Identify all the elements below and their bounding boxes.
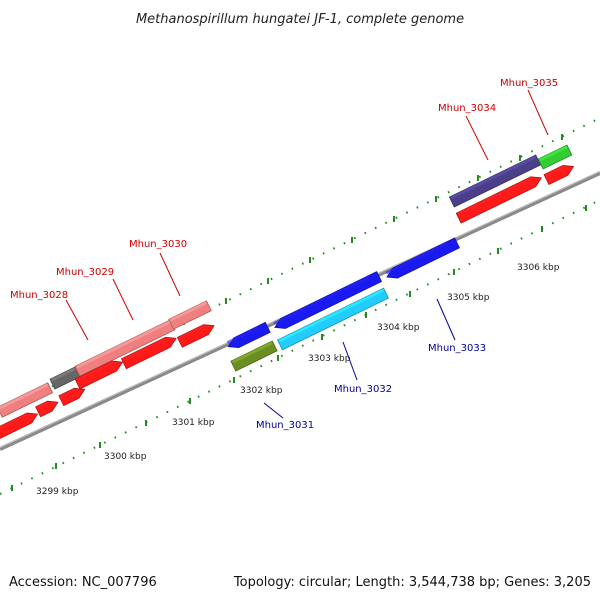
features — [0, 144, 576, 442]
feature-mhun-3030[interactable] — [168, 300, 212, 330]
leader-line — [465, 115, 489, 161]
scale-label: 3306 kbp — [517, 263, 560, 273]
feature-mhun-3035[interactable] — [537, 144, 573, 170]
feature-cds[interactable] — [176, 321, 217, 348]
feature-mhun-3034-cds[interactable] — [455, 173, 544, 224]
gene-label[interactable]: Mhun_3032 — [334, 384, 392, 395]
feature-cds[interactable] — [120, 333, 179, 370]
leader-line — [263, 402, 284, 419]
gene-labels: Mhun_3028 Mhun_3029 Mhun_3030 Mhun_3031 … — [10, 78, 558, 431]
scale-labels: 3299 kbp 3300 kbp 3301 kbp 3302 kbp 3303… — [36, 263, 560, 497]
gene-label[interactable]: Mhun_3029 — [56, 267, 114, 278]
scale-label: 3302 kbp — [240, 386, 283, 396]
lower-tick-track — [0, 199, 600, 495]
feature-mhun-3027-cds[interactable] — [0, 409, 40, 442]
gene-label[interactable]: Mhun_3030 — [129, 239, 187, 250]
scale-label: 3301 kbp — [172, 418, 215, 428]
feature-mhun-3032[interactable] — [277, 287, 389, 351]
feature-mhun-3032-cds[interactable] — [272, 271, 383, 333]
scale-label: 3299 kbp — [36, 487, 79, 497]
accession-text: Accession: NC_007796 — [9, 575, 157, 590]
gene-label[interactable]: Mhun_3034 — [438, 103, 496, 114]
scale-label: 3300 kbp — [104, 452, 147, 462]
genome-summary-text: Topology: circular; Length: 3,544,738 bp… — [233, 575, 591, 590]
feature-mhun-3027[interactable] — [0, 382, 54, 418]
gene-label[interactable]: Mhun_3035 — [500, 78, 558, 89]
gene-label[interactable]: Mhun_3033 — [428, 343, 486, 354]
feature-mhun-3031-gene[interactable] — [230, 340, 278, 372]
feature-mhun-3029[interactable] — [74, 319, 176, 377]
scale-label: 3305 kbp — [447, 293, 490, 303]
feature-mhun-3031[interactable] — [226, 321, 271, 351]
leader-line — [436, 298, 456, 341]
feature-cds[interactable] — [35, 397, 61, 418]
feature-cds[interactable] — [58, 384, 87, 407]
leader-line — [112, 278, 134, 321]
gene-label[interactable]: Mhun_3031 — [256, 420, 314, 431]
leader-line — [65, 299, 89, 341]
scale-label: 3303 kbp — [308, 354, 351, 364]
leader-lines — [65, 89, 549, 419]
leader-line — [527, 89, 549, 136]
leader-line — [159, 252, 181, 297]
feature-mhun-3035-cds[interactable] — [543, 161, 576, 186]
feature-cds[interactable] — [74, 357, 125, 390]
feature-mhun-3033[interactable] — [385, 237, 460, 282]
feature-mhun-3028[interactable] — [49, 366, 81, 390]
feature-mhun-3034[interactable] — [448, 154, 542, 208]
scale-label: 3304 kbp — [377, 323, 420, 333]
major-ticks — [11, 134, 587, 491]
leader-line — [342, 341, 358, 381]
gene-label[interactable]: Mhun_3028 — [10, 290, 68, 301]
map-title: Methanospirillum hungatei JF-1, complete… — [136, 12, 464, 27]
